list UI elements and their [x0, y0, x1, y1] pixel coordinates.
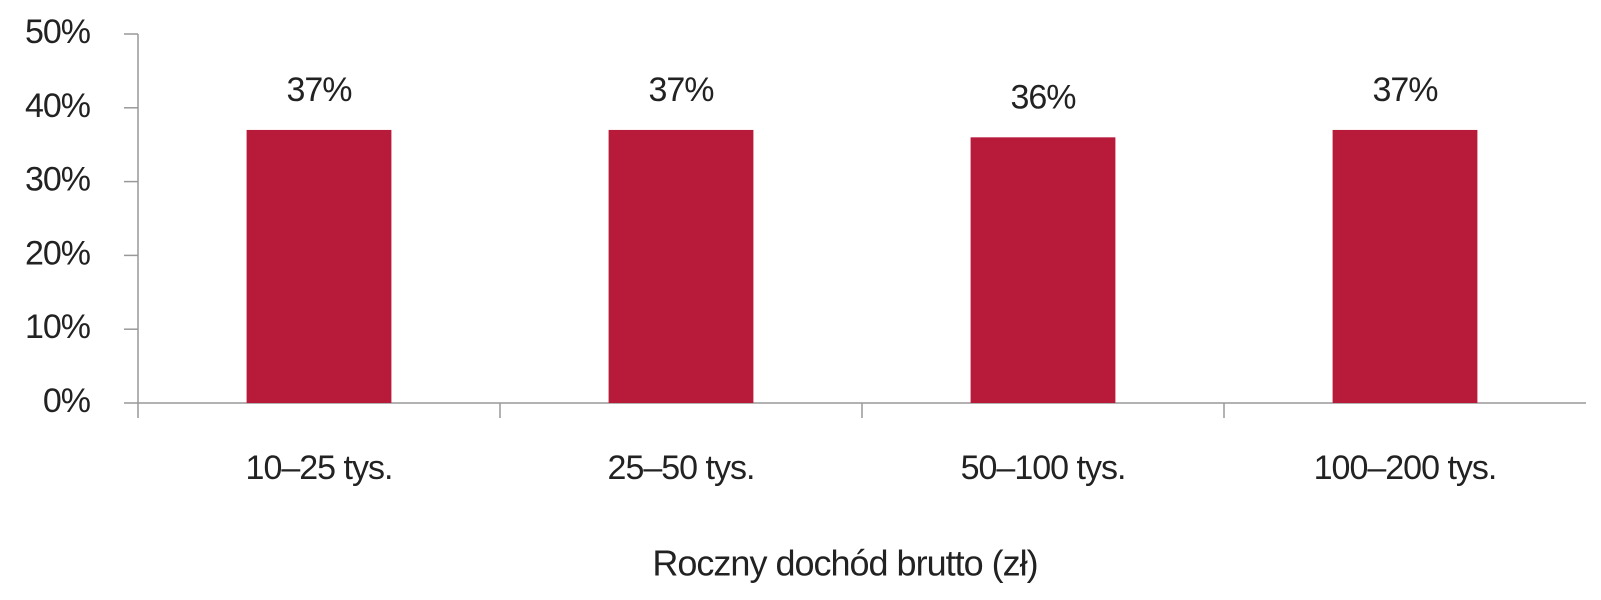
x-tick-label: 50–100 tys. — [961, 449, 1126, 487]
y-tick-label: 30% — [25, 161, 91, 199]
x-tick-label: 100–200 tys. — [1314, 449, 1497, 487]
value-label: 37% — [648, 71, 714, 109]
x-axis-title: Roczny dochód brutto (zł) — [652, 543, 1037, 584]
bar — [970, 137, 1116, 403]
y-tick-label: 0% — [43, 382, 91, 420]
bar — [608, 129, 754, 403]
x-tick-label: 10–25 tys. — [246, 449, 393, 487]
value-label: 37% — [1372, 71, 1438, 109]
value-label: 37% — [286, 71, 352, 109]
x-tick-label: 25–50 tys. — [608, 449, 755, 487]
value-label: 36% — [1010, 78, 1076, 116]
bar — [246, 129, 392, 403]
y-tick-label: 50% — [25, 13, 91, 51]
bar — [1332, 129, 1478, 403]
y-tick-label: 20% — [25, 234, 91, 272]
y-tick-label: 10% — [25, 308, 91, 346]
y-tick-label: 40% — [25, 87, 91, 125]
